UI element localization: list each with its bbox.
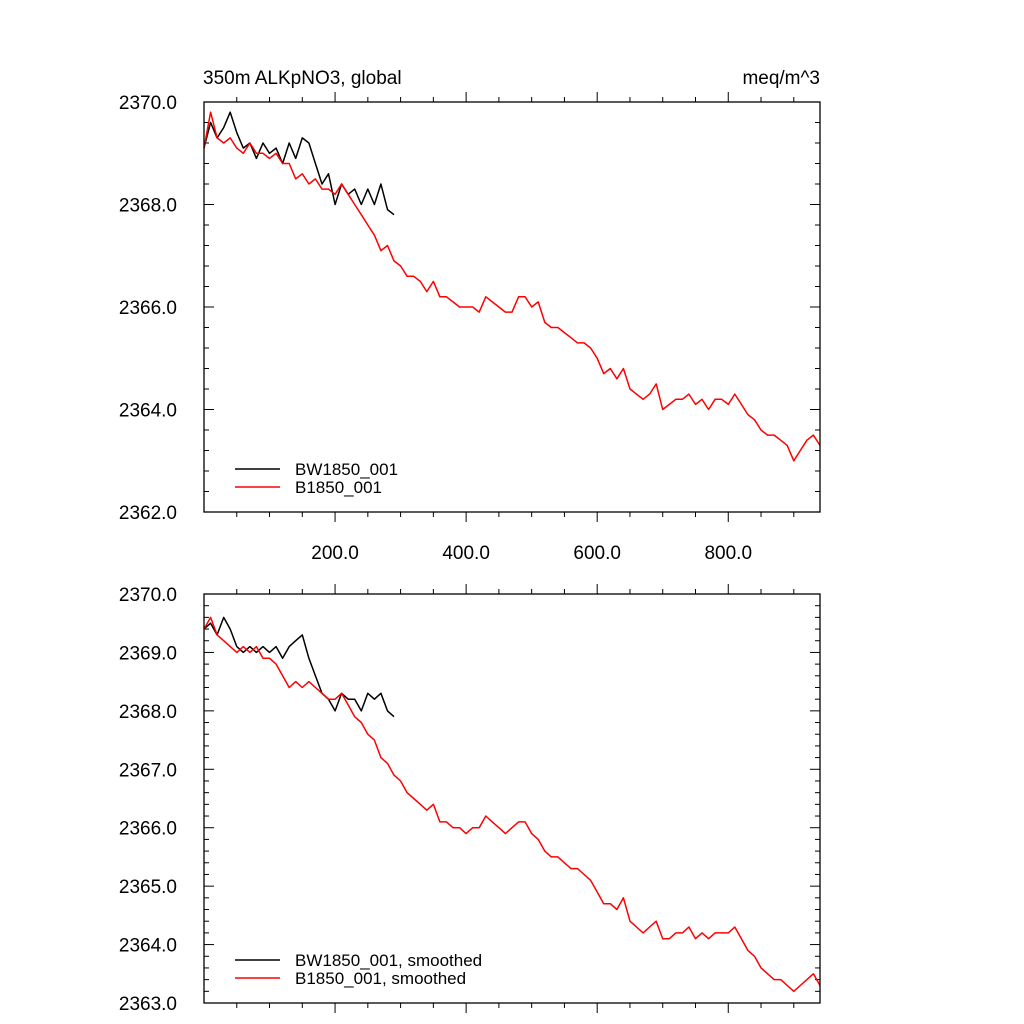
legend-label: BW1850_001, smoothed xyxy=(295,951,482,970)
bottom-plot-frame xyxy=(203,593,821,1004)
top-title-right: meq/m^3 xyxy=(742,68,820,89)
y-tick-label: 2366.0 xyxy=(119,819,177,840)
legend-label: B1850_001 xyxy=(295,478,382,497)
y-tick-label: 2365.0 xyxy=(119,877,177,898)
bottom-axes: 2363.0 2364.0 2365.0 2366.0 2367.0 2368.0 2369… xyxy=(119,584,820,1015)
y-tick-label: 2368.0 xyxy=(119,196,177,217)
bottom-series-group xyxy=(203,616,821,993)
y-tick-label: 2363.0 xyxy=(119,994,177,1015)
y-tick-label: 2368.0 xyxy=(119,702,177,723)
legend-label: B1850_001, smoothed xyxy=(295,969,466,988)
y-tick-label: 2370.0 xyxy=(119,93,177,114)
y-tick-label: 2366.0 xyxy=(119,298,177,319)
series-line-b1850-001 xyxy=(203,111,821,462)
legend-label: BW1850_001 xyxy=(295,460,398,479)
x-tick-label: 800.0 xyxy=(704,543,752,564)
series-line-b1850-001-smoothed xyxy=(203,616,821,993)
top-title-left: 350m ALKpNO3, global xyxy=(203,68,402,89)
x-tick-label: 600.0 xyxy=(573,543,621,564)
bottom-panel: 2363.0 2364.0 2365.0 2366.0 2367.0 2368.0 2369… xyxy=(119,584,821,1015)
y-tick-label: 2370.0 xyxy=(119,585,177,606)
y-tick-label: 2364.0 xyxy=(119,936,177,957)
y-tick-label: 2362.0 xyxy=(119,503,177,524)
y-tick-label: 2367.0 xyxy=(119,760,177,781)
top-axes: 2362.0 2364.0 2366.0 2368.0 2370.0 200.0 400.0… xyxy=(119,92,820,564)
x-tick-label: 400.0 xyxy=(442,543,490,564)
y-tick-label: 2364.0 xyxy=(119,401,177,422)
top-series-group xyxy=(203,111,821,462)
top-panel: 350m ALKpNO3, global meq/m^3 2362.0 2364.… xyxy=(119,68,821,564)
series-line-bw1850-001-smoothed xyxy=(203,616,395,718)
y-tick-label: 2369.0 xyxy=(119,643,177,664)
series-line-bw1850-001 xyxy=(203,111,395,216)
x-tick-label: 200.0 xyxy=(311,543,359,564)
top-plot-frame xyxy=(203,101,821,513)
